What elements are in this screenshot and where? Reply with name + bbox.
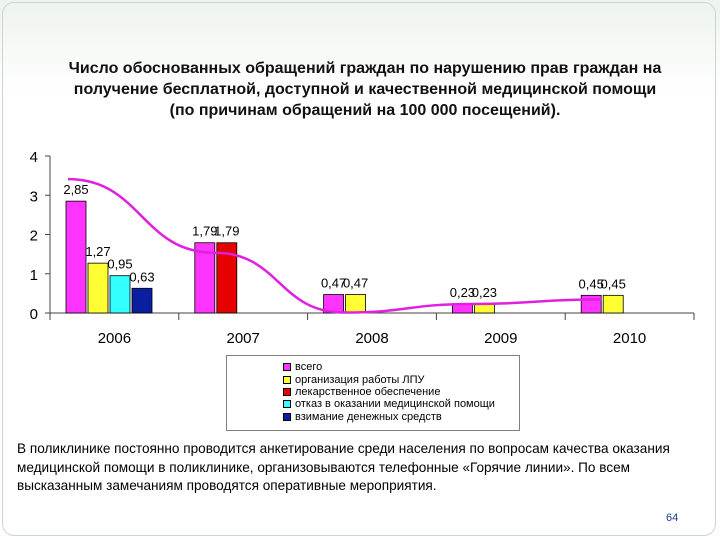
legend-item: организация работы ЛПУ bbox=[283, 373, 519, 386]
data-label: 0,47 bbox=[321, 276, 346, 291]
bar bbox=[473, 303, 495, 314]
bar bbox=[109, 275, 131, 314]
data-label: 1,79 bbox=[192, 224, 217, 239]
bar bbox=[602, 294, 624, 314]
data-label: 2,85 bbox=[63, 182, 88, 197]
y-tick-label: 0 bbox=[30, 306, 38, 323]
bar bbox=[87, 262, 109, 314]
legend-label: организация работы ЛПУ bbox=[295, 373, 425, 386]
legend-swatch bbox=[283, 387, 291, 396]
note-text: В поликлинике постоянно проводится анкет… bbox=[17, 441, 670, 493]
legend-item: всего bbox=[283, 361, 519, 373]
x-tick-label: 2008 bbox=[355, 330, 388, 347]
x-tick-label: 2006 bbox=[98, 330, 131, 347]
x-tick-label: 2007 bbox=[227, 330, 260, 347]
data-label: 0,47 bbox=[343, 276, 368, 291]
data-label: 0,95 bbox=[107, 257, 132, 272]
legend-label: всего bbox=[295, 361, 323, 374]
title-line-3: (по причинам обращений на 100 000 посеще… bbox=[169, 102, 561, 119]
title-line-2: получение бесплатной, доступной и качест… bbox=[73, 81, 657, 98]
bar bbox=[194, 242, 216, 314]
x-tick-label: 2010 bbox=[613, 330, 646, 347]
x-tick-label: 2009 bbox=[484, 330, 517, 347]
y-tick-label: 3 bbox=[30, 188, 38, 205]
bar-chart: 0 1 2 3 4 2006 2007 2008 2009 2010 2,85 1,270,950,6… bbox=[30, 149, 695, 347]
legend-label: отказ в оказании медицинской помощи bbox=[295, 398, 495, 411]
data-label: 0,45 bbox=[579, 276, 604, 291]
bar bbox=[131, 287, 153, 314]
data-label: 1,79 bbox=[214, 224, 239, 239]
data-label: 0,23 bbox=[450, 285, 475, 300]
legend-item: взимание денежных средств bbox=[283, 411, 519, 423]
y-tick-label: 1 bbox=[30, 267, 38, 284]
chart-legend: всего организация работы ЛПУ лекарственн… bbox=[226, 355, 520, 431]
bar bbox=[580, 294, 602, 314]
legend-item: отказ в оказании медицинской помощи bbox=[283, 398, 519, 410]
data-label: 0,23 bbox=[472, 285, 497, 300]
legend-swatch bbox=[283, 412, 291, 421]
bar bbox=[216, 242, 238, 314]
page-number: 64 bbox=[666, 512, 679, 524]
y-tick-label: 2 bbox=[30, 228, 38, 245]
title-line-1: Число обоснованных обращений граждан по … bbox=[68, 60, 662, 77]
bar bbox=[345, 294, 367, 314]
slide-title: Число обоснованных обращений граждан по … bbox=[20, 58, 710, 121]
data-label: 0,45 bbox=[601, 276, 626, 291]
trendline bbox=[67, 177, 602, 314]
y-tick-label: 4 bbox=[30, 149, 38, 166]
legend-swatch bbox=[283, 375, 291, 384]
legend-item: лекарственное обеспечение bbox=[283, 386, 519, 398]
bar bbox=[65, 200, 87, 314]
data-label: 1,27 bbox=[85, 244, 110, 259]
legend-label: лекарственное обеспечение bbox=[295, 385, 441, 398]
legend-swatch bbox=[283, 400, 291, 409]
legend-swatch bbox=[283, 363, 291, 372]
data-label: 0,63 bbox=[129, 269, 154, 284]
legend-label: взимание денежных средств bbox=[295, 410, 442, 423]
